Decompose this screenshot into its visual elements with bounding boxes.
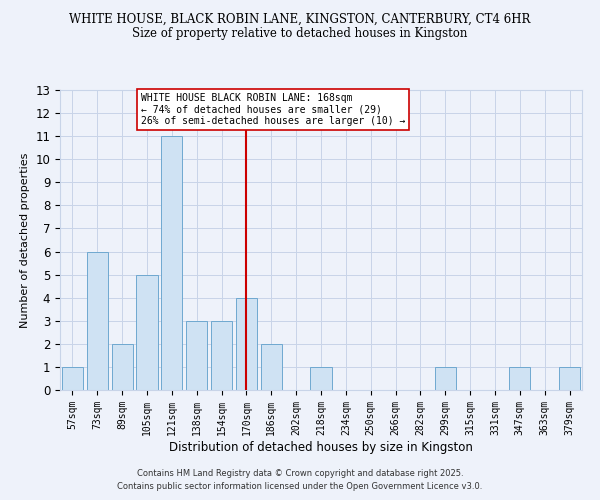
Bar [559, 367, 580, 390]
Bar [435, 367, 456, 390]
Bar [87, 252, 108, 390]
Bar [136, 274, 158, 390]
Text: Contains public sector information licensed under the Open Government Licence v3: Contains public sector information licen… [118, 482, 482, 491]
Bar [310, 367, 332, 390]
Bar [62, 367, 83, 390]
Bar [509, 367, 530, 390]
Bar [186, 321, 207, 390]
Bar [236, 298, 257, 390]
Text: WHITE HOUSE, BLACK ROBIN LANE, KINGSTON, CANTERBURY, CT4 6HR: WHITE HOUSE, BLACK ROBIN LANE, KINGSTON,… [70, 12, 530, 26]
Y-axis label: Number of detached properties: Number of detached properties [20, 152, 30, 328]
Text: WHITE HOUSE BLACK ROBIN LANE: 168sqm
← 74% of detached houses are smaller (29)
2: WHITE HOUSE BLACK ROBIN LANE: 168sqm ← 7… [141, 93, 405, 126]
Bar [161, 136, 182, 390]
Bar [261, 344, 282, 390]
Bar [211, 321, 232, 390]
Bar [112, 344, 133, 390]
Text: Contains HM Land Registry data © Crown copyright and database right 2025.: Contains HM Land Registry data © Crown c… [137, 468, 463, 477]
Text: Size of property relative to detached houses in Kingston: Size of property relative to detached ho… [133, 28, 467, 40]
X-axis label: Distribution of detached houses by size in Kingston: Distribution of detached houses by size … [169, 440, 473, 454]
